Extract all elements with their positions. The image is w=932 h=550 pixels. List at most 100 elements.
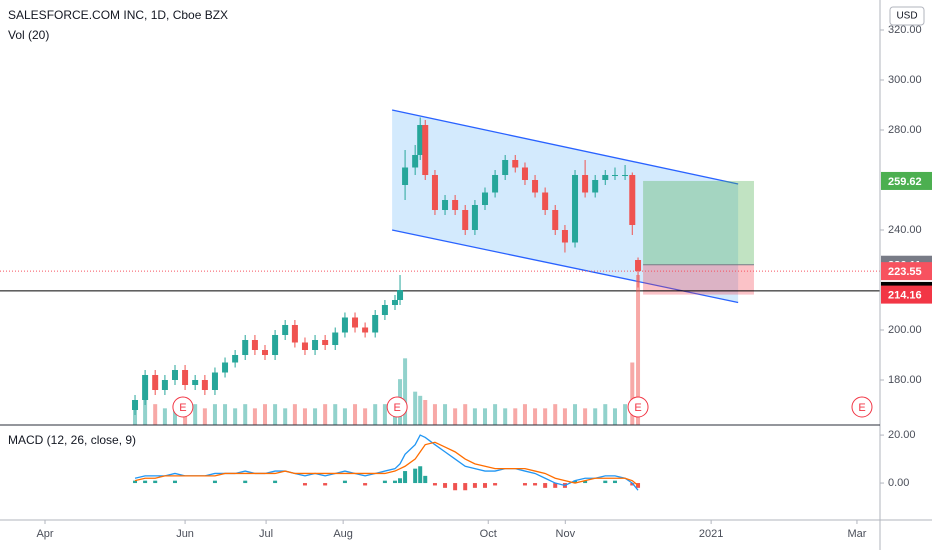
macd-histogram: [273, 480, 278, 484]
x-tick-label: Jun: [176, 528, 194, 540]
volume-bar: [283, 408, 288, 425]
candle-body: [611, 175, 618, 176]
volume-bar: [323, 404, 328, 425]
candle-body: [152, 375, 159, 390]
macd-histogram: [172, 480, 177, 484]
macd-histogram: [493, 483, 498, 486]
volume-bar: [212, 404, 217, 425]
volume-bar: [243, 404, 248, 425]
volume-bar: [162, 408, 167, 425]
macd-histogram: [463, 483, 468, 491]
volume-bar: [623, 404, 628, 425]
volume-bar: [418, 395, 423, 425]
volume-label: Vol (20): [8, 28, 49, 42]
y-tick-label: 280.00: [888, 124, 922, 136]
volume-bar: [533, 408, 538, 425]
macd-histogram: [392, 480, 397, 484]
stop-zone: [643, 264, 754, 295]
volume-bar: [423, 400, 428, 425]
macd-histogram: [243, 480, 248, 484]
volume-bar: [302, 408, 307, 425]
candle-body: [171, 370, 178, 380]
macd-histogram: [418, 466, 423, 484]
target-zone: [643, 180, 754, 265]
macd-histogram: [583, 480, 588, 484]
candle-body: [301, 342, 308, 350]
volume-bar: [353, 404, 358, 425]
volume-bar: [342, 408, 347, 425]
candle-body: [402, 167, 409, 185]
candle-body: [542, 192, 549, 210]
earnings-marker: [627, 396, 649, 418]
signal-line: [134, 441, 639, 486]
macd-histogram: [603, 480, 608, 484]
earnings-label: E: [179, 402, 186, 414]
candle-body: [462, 210, 469, 230]
macd-histogram: [443, 483, 448, 488]
volume-bar: [333, 404, 338, 425]
volume-bar: [472, 408, 477, 425]
earnings-label: E: [634, 402, 641, 414]
macd-histogram: [133, 480, 138, 484]
volume-bar: [432, 404, 437, 425]
volume-bar: [313, 408, 318, 425]
x-tick-label: Apr: [36, 528, 53, 540]
volume-bar: [593, 408, 598, 425]
y-tick-label: 320.00: [888, 24, 922, 36]
candle-body: [282, 325, 289, 335]
currency[interactable]: USD: [896, 11, 917, 22]
price-label: 223.55: [888, 266, 922, 278]
candle-body: [471, 205, 478, 230]
candle-body: [532, 180, 539, 193]
macd-histogram: [342, 480, 347, 484]
price-label: 259.62: [888, 176, 922, 188]
chart-title: SALESFORCE.COM INC, 1D, Cboe BZX: [8, 8, 228, 22]
candle-body: [192, 380, 199, 385]
volume-bar: [573, 404, 578, 425]
price-label: 214.16: [888, 290, 922, 302]
candle-body: [142, 375, 149, 400]
candle-body: [442, 200, 449, 210]
candle-body: [521, 167, 528, 180]
volume-bar: [562, 408, 567, 425]
macd-histogram: [453, 483, 458, 491]
volume-bar: [172, 404, 177, 425]
candle-body: [262, 350, 269, 355]
macd-histogram: [573, 480, 578, 484]
volume-bar: [373, 404, 378, 425]
volume-bar: [233, 408, 238, 425]
macd-tick-label: 20.00: [888, 429, 916, 441]
x-tick-label: Mar: [847, 528, 866, 540]
candle-body: [381, 305, 388, 315]
candle-body: [431, 175, 438, 210]
volume-bar: [263, 404, 268, 425]
earnings-marker: [386, 396, 408, 418]
macd-histogram: [403, 471, 408, 484]
macd-label: MACD (12, 26, close, 9): [8, 433, 136, 447]
candle-body: [182, 370, 189, 385]
candle-body: [422, 125, 429, 175]
channel-upper: [391, 109, 739, 185]
candle-body: [211, 372, 218, 390]
volume-bar: [252, 408, 257, 425]
macd-histogram: [398, 478, 403, 484]
volume-bar: [463, 404, 468, 425]
candle-body: [222, 362, 229, 373]
volume-bar: [143, 400, 148, 425]
volume-bar: [603, 404, 608, 425]
macd-histogram: [630, 483, 635, 486]
candle-body: [132, 400, 139, 410]
x-tick-label: Jul: [259, 528, 273, 540]
x-tick-label: 2021: [699, 528, 723, 540]
volume-bar: [513, 408, 518, 425]
candle-body: [397, 290, 404, 300]
earnings-label: E: [858, 402, 865, 414]
channel-lower: [391, 229, 739, 304]
macd-histogram: [543, 483, 548, 488]
candle-body: [572, 175, 579, 243]
price-label-box: [881, 262, 932, 281]
x-tick-label: Aug: [333, 528, 353, 540]
volume-bar: [612, 408, 617, 425]
macd-histogram: [212, 480, 217, 484]
currency-button[interactable]: [889, 6, 925, 26]
